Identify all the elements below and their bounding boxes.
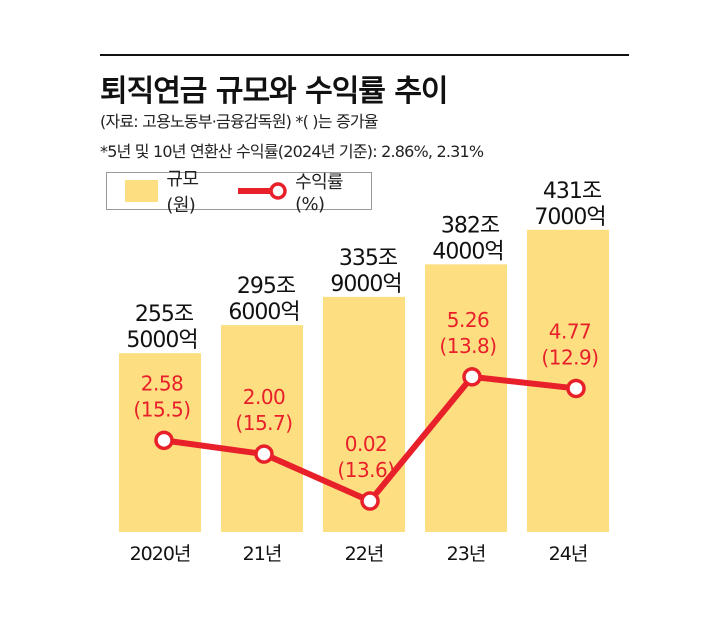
line-value-label: 4.77 (549, 319, 592, 343)
legend-line-label: 수익률(%) (295, 171, 344, 215)
growth-label: (13.6) (337, 458, 394, 482)
line-value-label: 2.00 (243, 385, 286, 409)
legend: 규모(원) 수익률(%) (106, 169, 372, 216)
bar-label-line1: 431조 (543, 179, 602, 204)
line-point (462, 367, 482, 387)
line-value-label: 0.02 (345, 432, 388, 456)
growth-label: (15.5) (133, 397, 190, 421)
chart-title: 퇴직연금 규모와 수익률 추이 (100, 74, 449, 109)
bar-label-line2: 9000억 (330, 272, 401, 297)
legend-bar-swatch (125, 180, 159, 202)
top-rule (100, 54, 629, 56)
bar-label-line1: 335조 (339, 246, 398, 271)
x-tick-label: 22년 (345, 543, 384, 565)
bar-label-line1: 255조 (135, 302, 194, 327)
growth-label: (13.8) (439, 334, 496, 358)
legend-line-swatch (238, 182, 287, 200)
x-tick-label: 24년 (549, 543, 588, 565)
bar-label-line1: 295조 (237, 274, 296, 299)
bar (425, 264, 507, 532)
x-tick-label: 2020년 (130, 543, 191, 565)
line-point (154, 430, 174, 451)
growth-label: (15.7) (235, 411, 292, 435)
footnote: *5년 및 10년 연환산 수익률(2024년 기준): 2.86%, 2.31… (100, 142, 484, 161)
bar-label-line2: 4000억 (432, 239, 503, 264)
line-value-label: 5.26 (447, 308, 490, 332)
line-point (254, 444, 274, 464)
source-note: (자료: 고용노동부·금융감독원) *( )는 증가율 (100, 112, 379, 131)
bar (527, 229, 609, 532)
bar (323, 296, 405, 532)
bar-label-line1: 382조 (441, 213, 500, 238)
x-tick-label: 21년 (243, 543, 282, 565)
growth-label: (12.9) (541, 345, 598, 369)
legend-bar-label: 규모(원) (166, 169, 199, 216)
line-point (360, 491, 380, 511)
line-point (566, 378, 586, 399)
bar (221, 325, 303, 532)
bar-label-line2: 6000억 (228, 300, 299, 325)
bar-label-line2: 7000억 (534, 205, 605, 230)
line-value-label: 2.58 (141, 371, 184, 395)
bar-label-line2: 5000억 (126, 328, 197, 353)
x-tick-label: 23년 (447, 543, 486, 565)
